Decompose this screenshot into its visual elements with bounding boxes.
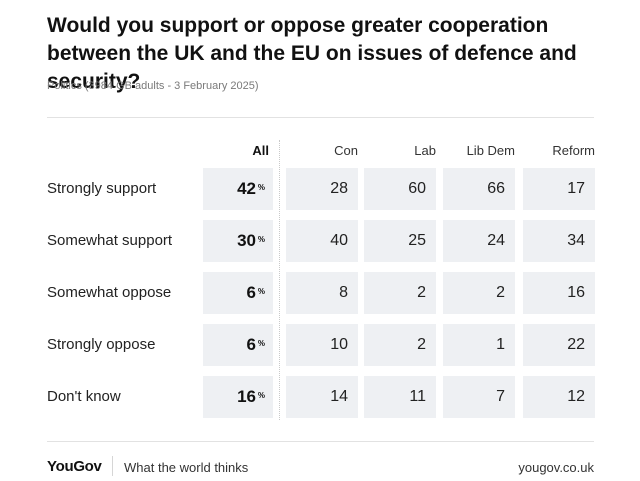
cell-value: 6 xyxy=(246,335,256,354)
percent-sign: % xyxy=(257,235,265,244)
cell-value: 24 xyxy=(487,232,505,249)
cell-value: 28 xyxy=(330,180,348,197)
cell-value: 2 xyxy=(417,336,426,353)
table-cell: 42% xyxy=(203,168,273,210)
cell-value: 22 xyxy=(567,336,585,353)
cell-value: 8 xyxy=(339,284,348,301)
cell-value: 10 xyxy=(330,336,348,353)
cell-value: 16 xyxy=(237,387,256,406)
cell-value: 34 xyxy=(567,232,585,249)
cell-value: 60 xyxy=(408,180,426,197)
table-cell: 28 xyxy=(286,168,358,210)
row-label: Don't know xyxy=(47,388,121,405)
cell-value: 6 xyxy=(246,283,256,302)
table-cell: 16% xyxy=(203,376,273,418)
table-cell: 2 xyxy=(364,324,436,366)
table-cell: 6% xyxy=(203,324,273,366)
table-cell: 30% xyxy=(203,220,273,262)
table-cell: 11 xyxy=(364,376,436,418)
percent-sign: % xyxy=(257,183,265,192)
table-cell: 14 xyxy=(286,376,358,418)
cell-value: 12 xyxy=(567,388,585,405)
table-cell: 25 xyxy=(364,220,436,262)
table-cell: 7 xyxy=(443,376,515,418)
table-cell: 6% xyxy=(203,272,273,314)
column-header-reform: Reform xyxy=(552,143,595,158)
cell-value: 17 xyxy=(567,180,585,197)
table-cell: 66 xyxy=(443,168,515,210)
all-column-divider xyxy=(279,140,280,420)
cell-value: 40 xyxy=(330,232,348,249)
top-divider xyxy=(47,117,594,118)
percent-sign: % xyxy=(257,287,265,296)
table-cell: 10 xyxy=(286,324,358,366)
column-header-lib-dem: Lib Dem xyxy=(466,143,515,158)
cell-value: 7 xyxy=(496,388,505,405)
cell-value: 42 xyxy=(237,179,256,198)
percent-sign: % xyxy=(257,391,265,400)
footer-tagline: What the world thinks xyxy=(124,460,249,475)
column-header-all: All xyxy=(252,143,269,158)
cell-value: 30 xyxy=(237,231,256,250)
chart-subtitle: Politics (3984 GB adults - 3 February 20… xyxy=(47,80,259,92)
cell-value: 11 xyxy=(409,388,426,405)
row-label: Strongly oppose xyxy=(47,336,156,353)
table-cell: 1 xyxy=(443,324,515,366)
footer-site-link[interactable]: yougov.co.uk xyxy=(518,460,594,475)
cell-value: 2 xyxy=(496,284,505,301)
column-header-con: Con xyxy=(334,143,358,158)
cell-value: 66 xyxy=(487,180,505,197)
chart-title: Would you support or oppose greater coop… xyxy=(47,14,577,93)
row-label: Somewhat oppose xyxy=(47,284,172,301)
table-cell: 40 xyxy=(286,220,358,262)
table-cell: 2 xyxy=(443,272,515,314)
bottom-divider xyxy=(47,441,594,442)
cell-value: 16 xyxy=(567,284,585,301)
table-cell: 16 xyxy=(523,272,595,314)
table-cell: 22 xyxy=(523,324,595,366)
percent-sign: % xyxy=(257,339,265,348)
row-label: Strongly support xyxy=(47,180,157,197)
cell-value: 2 xyxy=(417,284,426,301)
table-cell: 60 xyxy=(364,168,436,210)
cell-value: 25 xyxy=(408,232,426,249)
row-label: Somewhat support xyxy=(47,232,173,249)
footer-separator xyxy=(112,456,113,476)
table-cell: 17 xyxy=(523,168,595,210)
table-cell: 8 xyxy=(286,272,358,314)
column-header-lab: Lab xyxy=(414,143,436,158)
table-cell: 12 xyxy=(523,376,595,418)
table-cell: 2 xyxy=(364,272,436,314)
cell-value: 14 xyxy=(330,388,348,405)
table-cell: 24 xyxy=(443,220,515,262)
yougov-logo: YouGov xyxy=(47,458,102,475)
cell-value: 1 xyxy=(496,336,505,353)
table-cell: 34 xyxy=(523,220,595,262)
